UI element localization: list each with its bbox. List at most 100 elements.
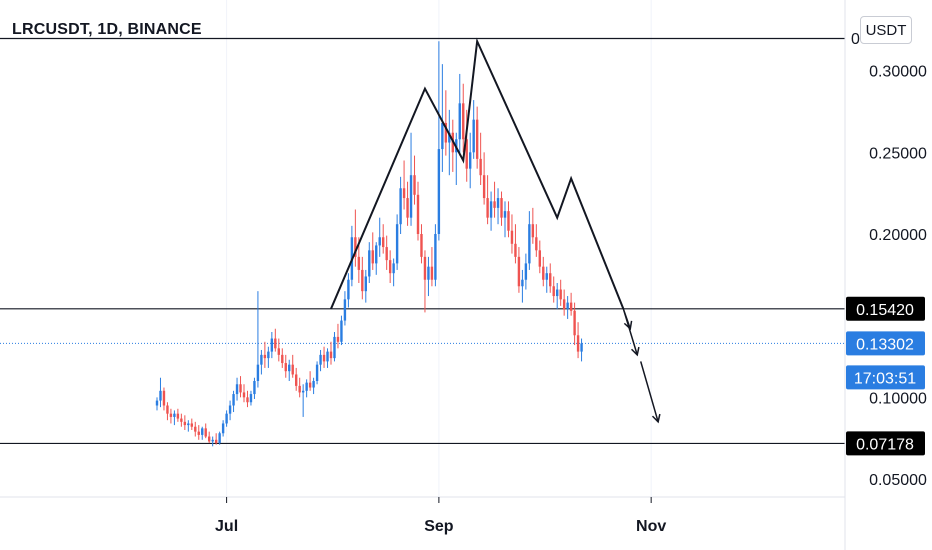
candle[interactable] — [364, 269, 367, 303]
bar-countdown-label[interactable]: 17:03:51 — [846, 365, 925, 390]
candle[interactable] — [388, 250, 392, 283]
candle[interactable] — [295, 367, 298, 391]
candle[interactable] — [503, 201, 507, 238]
candle[interactable] — [173, 410, 176, 426]
candle[interactable] — [218, 431, 221, 445]
level-price-label[interactable]: 0.15420 — [846, 296, 925, 321]
candle[interactable] — [326, 348, 329, 368]
candle[interactable] — [392, 258, 395, 287]
candle[interactable] — [573, 302, 576, 346]
candle[interactable] — [552, 276, 555, 303]
candle[interactable] — [204, 423, 207, 439]
candle[interactable] — [246, 390, 249, 408]
candle[interactable] — [197, 425, 200, 440]
candle[interactable] — [448, 109, 451, 176]
candle[interactable] — [430, 247, 434, 287]
candle[interactable] — [312, 377, 315, 395]
candle[interactable] — [469, 132, 472, 189]
price-axis[interactable]: 0.30000 0.25000 0.20000 0.10000 0.05000 0 — [851, 31, 927, 489]
time-axis[interactable]: Jul Sep Nov — [215, 497, 666, 535]
currency-button[interactable]: USDT — [860, 16, 912, 44]
candle[interactable] — [232, 390, 235, 413]
candle[interactable] — [496, 188, 500, 225]
candle[interactable] — [208, 431, 211, 444]
candle[interactable] — [409, 132, 413, 226]
candle[interactable] — [489, 191, 493, 231]
candle[interactable] — [228, 400, 232, 421]
candle[interactable] — [221, 420, 225, 437]
candle[interactable] — [542, 256, 545, 287]
candle[interactable] — [166, 402, 169, 421]
candle[interactable] — [500, 191, 503, 226]
candle[interactable] — [333, 332, 336, 362]
candle[interactable] — [549, 263, 552, 293]
candle[interactable] — [385, 235, 388, 270]
candle[interactable] — [361, 256, 364, 300]
candle[interactable] — [159, 377, 162, 408]
candle[interactable] — [559, 279, 562, 306]
candle[interactable] — [524, 253, 528, 290]
projection-arrow[interactable] — [622, 308, 640, 357]
candle[interactable] — [340, 315, 343, 346]
candle[interactable] — [521, 269, 524, 303]
candle[interactable] — [169, 408, 173, 424]
candle[interactable] — [270, 332, 274, 359]
candle[interactable] — [190, 418, 193, 430]
candle[interactable] — [277, 338, 280, 362]
pattern-trendline[interactable] — [330, 37, 625, 310]
candle[interactable] — [274, 328, 277, 352]
candle[interactable] — [482, 152, 486, 205]
candle[interactable] — [382, 224, 385, 254]
candle[interactable] — [531, 207, 535, 244]
candle[interactable] — [545, 266, 548, 293]
candle[interactable] — [211, 436, 214, 447]
candle[interactable] — [288, 359, 291, 381]
candle[interactable] — [242, 384, 246, 403]
candle[interactable] — [371, 232, 374, 270]
candle[interactable] — [458, 73, 461, 156]
candle[interactable] — [434, 224, 437, 287]
candle[interactable] — [406, 181, 409, 226]
candle[interactable] — [253, 377, 256, 399]
candle[interactable] — [214, 433, 218, 445]
candle[interactable] — [305, 379, 308, 398]
candle[interactable] — [187, 420, 190, 432]
candle[interactable] — [319, 349, 322, 372]
candle[interactable] — [378, 217, 381, 257]
candle[interactable] — [368, 242, 371, 283]
candle[interactable] — [475, 106, 479, 169]
candle[interactable] — [183, 415, 187, 430]
candle[interactable] — [510, 214, 514, 254]
candle[interactable] — [201, 426, 204, 440]
projection-arrow[interactable] — [639, 361, 661, 424]
candle[interactable] — [514, 224, 517, 264]
candle[interactable] — [395, 214, 399, 270]
candle[interactable] — [569, 292, 573, 316]
candle[interactable] — [472, 100, 475, 159]
current-price-label[interactable]: 0.13302 — [846, 331, 925, 356]
candle[interactable] — [329, 341, 333, 365]
candle[interactable] — [298, 377, 301, 398]
candle[interactable] — [580, 338, 583, 362]
candle[interactable] — [284, 354, 287, 378]
candle[interactable] — [566, 296, 569, 319]
candle[interactable] — [413, 155, 416, 205]
candle[interactable] — [225, 410, 228, 427]
candle[interactable] — [437, 41, 441, 241]
candle[interactable] — [343, 291, 347, 326]
candle[interactable] — [375, 242, 378, 275]
candle[interactable] — [347, 273, 350, 308]
candle[interactable] — [493, 181, 496, 218]
candle[interactable] — [308, 371, 312, 391]
candle[interactable] — [239, 376, 242, 398]
candle[interactable] — [301, 384, 305, 417]
candle[interactable] — [267, 346, 270, 368]
candle[interactable] — [420, 224, 423, 264]
candle[interactable] — [336, 323, 340, 349]
candle[interactable] — [354, 209, 357, 267]
candle[interactable] — [556, 283, 559, 310]
candle[interactable] — [479, 132, 482, 185]
candle[interactable] — [507, 201, 510, 238]
candle[interactable] — [486, 175, 489, 225]
